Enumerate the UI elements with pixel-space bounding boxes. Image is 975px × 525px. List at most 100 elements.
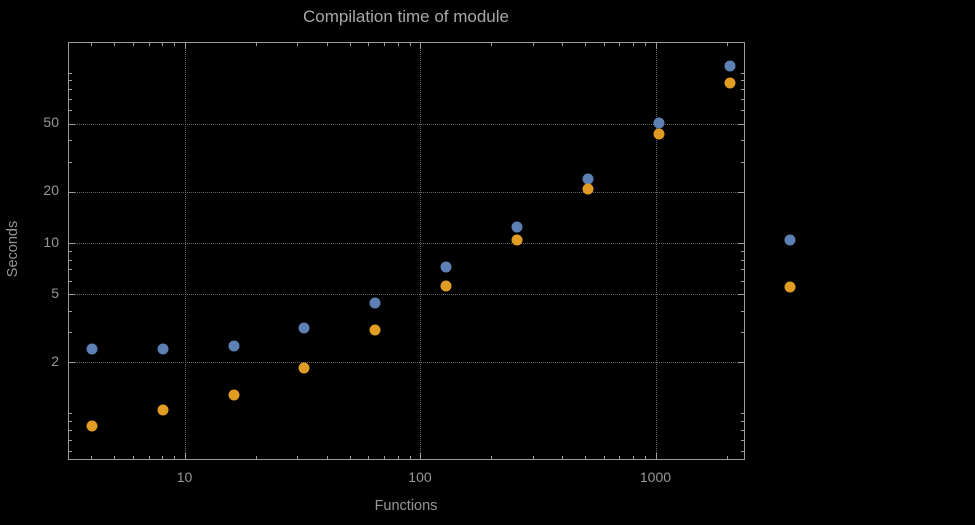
x-minor-tick <box>368 43 370 46</box>
x-minor-tick <box>384 43 386 46</box>
x-minor-tick <box>326 43 328 46</box>
x-gridline <box>655 43 657 459</box>
x-minor-tick <box>162 456 164 459</box>
y-tick <box>69 191 75 193</box>
x-minor-tick <box>114 43 116 46</box>
x-minor-tick <box>409 43 411 46</box>
legend <box>784 234 802 300</box>
y-gridline <box>69 362 744 364</box>
y-tick-label: 5 <box>51 284 59 301</box>
x-minor-tick <box>603 43 605 46</box>
y-gridline <box>69 191 744 193</box>
data-point-orange <box>724 77 736 89</box>
x-minor-tick <box>326 456 328 459</box>
x-minor-tick <box>91 43 93 46</box>
x-minor-tick <box>162 43 164 46</box>
y-tick-label: 2 <box>51 352 59 369</box>
y-minor-tick <box>741 80 744 82</box>
y-tick-label: 20 <box>43 182 59 199</box>
x-minor-tick <box>409 456 411 459</box>
data-point-orange <box>228 389 240 401</box>
x-minor-tick <box>349 43 351 46</box>
y-tick <box>738 191 744 193</box>
y-gridline <box>69 294 744 296</box>
y-gridline <box>69 243 744 244</box>
x-minor-tick <box>132 456 134 459</box>
data-point-blue <box>298 322 310 334</box>
y-minor-tick <box>741 161 744 163</box>
data-point-blue <box>228 340 240 352</box>
y-minor-tick <box>741 250 744 252</box>
x-tick-label: 10 <box>176 469 193 485</box>
x-tick-label: 100 <box>408 469 432 485</box>
x-minor-tick <box>297 456 299 459</box>
x-tick <box>655 43 657 49</box>
x-minor-tick <box>645 43 647 46</box>
x-tick <box>420 43 422 49</box>
x-minor-tick <box>397 456 399 459</box>
y-minor-tick <box>741 140 744 142</box>
x-minor-tick <box>619 456 621 459</box>
x-minor-tick <box>491 456 493 459</box>
x-minor-tick <box>132 43 134 46</box>
legend-marker-orange <box>784 281 796 293</box>
y-minor-tick <box>69 451 72 453</box>
x-minor-tick <box>585 456 587 459</box>
x-tick <box>655 453 657 459</box>
y-minor-tick <box>69 421 72 423</box>
data-point-blue <box>724 60 736 72</box>
x-tick-label: 1000 <box>639 469 672 485</box>
y-tick-label: 50 <box>43 114 59 131</box>
x-tick <box>185 453 187 459</box>
y-minor-tick <box>69 98 72 100</box>
y-minor-tick <box>69 72 72 74</box>
x-minor-tick <box>726 456 728 459</box>
data-point-orange <box>298 362 310 374</box>
data-point-orange <box>511 234 523 246</box>
y-tick <box>69 243 75 244</box>
y-minor-tick <box>741 110 744 112</box>
y-minor-tick <box>741 332 744 334</box>
data-point-orange <box>369 324 381 336</box>
y-minor-tick <box>69 269 72 271</box>
x-minor-tick <box>349 456 351 459</box>
y-minor-tick <box>741 259 744 261</box>
y-minor-tick <box>741 280 744 282</box>
y-minor-tick <box>69 413 72 415</box>
plot-area <box>68 42 745 460</box>
x-minor-tick <box>619 43 621 46</box>
x-minor-tick <box>114 456 116 459</box>
y-minor-tick <box>69 89 72 91</box>
data-point-orange <box>440 280 452 292</box>
x-tick <box>185 43 187 49</box>
x-minor-tick <box>255 456 257 459</box>
y-tick <box>69 294 75 296</box>
y-minor-tick <box>69 259 72 261</box>
y-tick-label: 10 <box>43 233 59 250</box>
x-minor-tick <box>603 456 605 459</box>
x-minor-tick <box>174 456 176 459</box>
x-minor-tick <box>562 43 564 46</box>
y-minor-tick <box>741 269 744 271</box>
data-point-blue <box>653 117 665 129</box>
y-tick <box>69 362 75 364</box>
data-point-blue <box>369 297 381 309</box>
y-minor-tick <box>69 161 72 163</box>
y-minor-tick <box>69 250 72 252</box>
y-minor-tick <box>741 72 744 74</box>
data-point-blue <box>86 343 98 355</box>
y-minor-tick <box>741 310 744 312</box>
x-minor-tick <box>491 43 493 46</box>
y-minor-tick <box>741 98 744 100</box>
x-minor-tick <box>532 456 534 459</box>
x-minor-tick <box>633 456 635 459</box>
x-minor-tick <box>585 43 587 46</box>
x-tick <box>420 453 422 459</box>
x-minor-tick <box>532 43 534 46</box>
x-minor-tick <box>174 43 176 46</box>
x-minor-tick <box>297 43 299 46</box>
y-minor-tick <box>741 413 744 415</box>
legend-marker-blue <box>784 234 796 246</box>
data-point-blue <box>440 261 452 273</box>
x-gridline <box>185 43 187 459</box>
